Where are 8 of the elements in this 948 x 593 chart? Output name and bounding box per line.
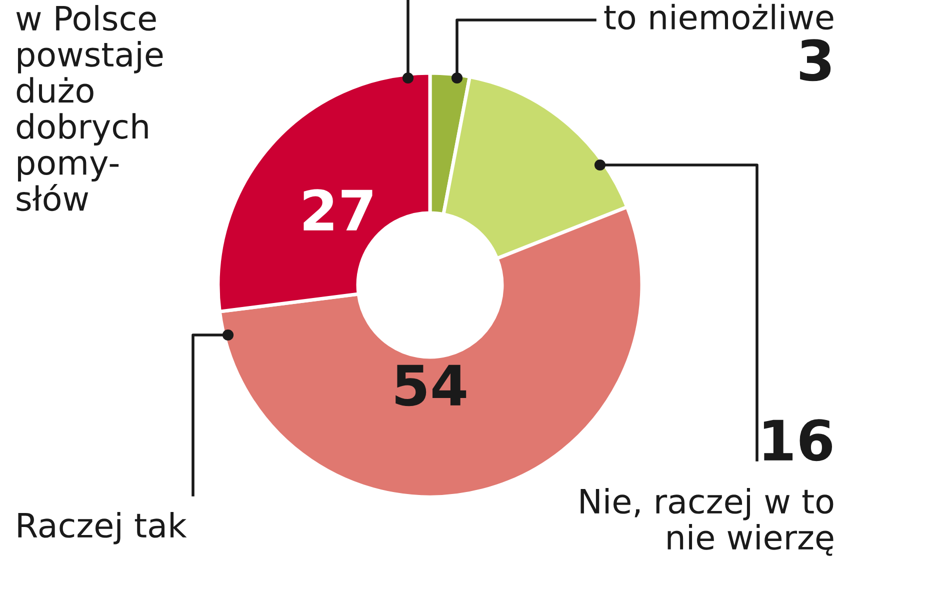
data-label: 54 <box>396 364 466 406</box>
data-label: 3 <box>800 39 831 82</box>
data-label: 27 <box>304 189 372 230</box>
data-label: 16 <box>764 419 832 462</box>
slice-label: Nie, raczej w to nie wierzę <box>580 488 834 556</box>
slice-label: w Polsce powstaje dużo dobrych pomy- słów <box>16 5 163 212</box>
slice-label: to niemożliwe <box>604 4 834 30</box>
slice-label: Raczej tak <box>18 512 187 544</box>
